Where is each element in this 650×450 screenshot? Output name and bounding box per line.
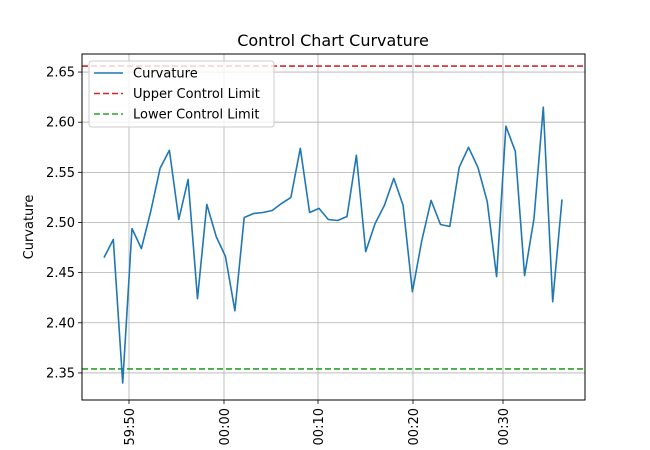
- legend-label: Upper Control Limit: [133, 87, 260, 102]
- series-group: [103, 106, 563, 384]
- legend: Curvature Upper Control Limit Lower Contro…: [88, 60, 275, 128]
- legend-label: Lower Control Limit: [133, 108, 259, 123]
- y-tick-label: 2.45: [46, 266, 75, 281]
- x-tick-label: 00:30: [497, 408, 512, 445]
- y-tick-label: 2.50: [46, 216, 75, 231]
- y-axis-label: Curvature: [22, 195, 37, 260]
- plot-frame: [81, 53, 586, 401]
- x-axis: 59:50 00:00 00:10 00:20 00:30: [123, 400, 512, 445]
- y-tick-label: 2.55: [46, 166, 75, 181]
- x-tick-label: 00:20: [407, 408, 422, 445]
- y-axis: 2.35 2.40 2.45 2.50 2.55 2.60 2.65: [46, 66, 82, 381]
- curvature-line: [103, 106, 563, 384]
- y-tick-label: 2.60: [46, 116, 75, 131]
- y-tick-label: 2.35: [46, 366, 75, 381]
- x-tick-label: 59:50: [123, 408, 138, 445]
- x-tick-label: 00:00: [218, 408, 233, 445]
- legend-box: [88, 60, 275, 128]
- chart-title: Control Chart Curvature: [237, 31, 429, 50]
- y-tick-label: 2.40: [46, 316, 75, 331]
- y-tick-label: 2.65: [46, 66, 75, 81]
- legend-label: Curvature: [133, 67, 198, 82]
- x-tick-label: 00:10: [312, 408, 327, 445]
